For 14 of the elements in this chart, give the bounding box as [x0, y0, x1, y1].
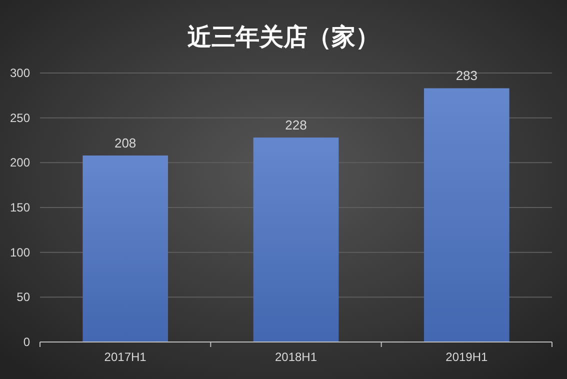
- data-label: 208: [114, 135, 136, 150]
- x-tick-label: 2019H1: [446, 350, 488, 364]
- y-tick-label: 300: [10, 66, 30, 80]
- y-tick-label: 100: [10, 245, 30, 260]
- x-tick-label: 2017H1: [104, 350, 147, 364]
- x-tick-label: 2018H1: [274, 350, 318, 364]
- data-label: 283: [456, 68, 478, 84]
- chart-title: 近三年关店（家）: [188, 24, 380, 51]
- y-tick-label: 200: [10, 156, 30, 170]
- y-tick-label: 150: [10, 200, 30, 214]
- y-tick-label: 50: [16, 290, 30, 304]
- y-tick-label: 250: [10, 110, 30, 125]
- data-label: 228: [285, 118, 307, 133]
- y-tick-label: 0: [23, 335, 30, 349]
